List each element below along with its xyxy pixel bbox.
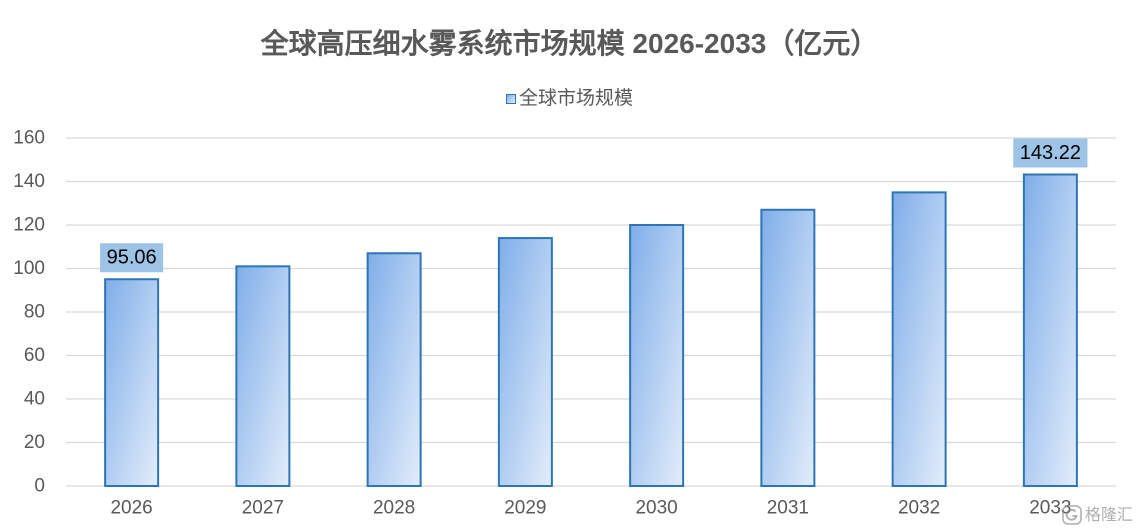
x-tick-label: 2030 — [635, 498, 677, 519]
x-tick-label: 2027 — [242, 498, 284, 519]
bar-2029 — [497, 237, 553, 487]
data-label: 95.06 — [100, 243, 164, 273]
gelonghui-logo-icon — [1062, 505, 1082, 525]
logo-mark — [1065, 508, 1078, 521]
x-tick-label: 2033 — [1029, 498, 1071, 519]
y-tick-label: 60 — [24, 345, 45, 366]
bar-2030 — [629, 224, 685, 487]
data-label-box — [1013, 138, 1088, 168]
watermark: 格隆汇 — [1062, 504, 1133, 526]
gridlines — [66, 137, 1116, 487]
y-tick-label: 80 — [24, 302, 45, 323]
data-label-box — [100, 243, 164, 273]
x-tick-label: 2032 — [898, 498, 940, 519]
bar-series — [104, 173, 1078, 488]
bar-2033 — [1022, 173, 1078, 488]
x-tick-label: 2031 — [767, 498, 809, 519]
data-labels: 95.06 143.22 — [100, 138, 1088, 273]
watermark-text: 格隆汇 — [1084, 505, 1133, 524]
data-label: 143.22 — [1013, 138, 1088, 168]
legend: 全球市场规模 — [0, 88, 1139, 110]
legend-label: 全球市场规模 — [518, 88, 633, 109]
logo-frame — [1062, 505, 1082, 525]
data-label-text: 95.06 — [107, 247, 157, 269]
y-tick-label: 160 — [13, 128, 45, 149]
y-tick-label: 100 — [13, 258, 45, 279]
bar-2027 — [235, 265, 291, 488]
bar-2028 — [366, 252, 422, 487]
x-tick-label: 2028 — [373, 498, 415, 519]
y-tick-label: 140 — [13, 171, 45, 192]
x-tick-label: 2029 — [504, 498, 546, 519]
y-axis: 0 20 40 60 80 100 120 140 160 — [13, 128, 45, 497]
bar-2032 — [891, 191, 947, 487]
x-tick-label: 2026 — [110, 498, 152, 519]
y-tick-label: 120 — [13, 215, 45, 236]
x-axis: 2026 2027 2028 2029 2030 2031 2032 2033 — [110, 498, 1071, 519]
legend-swatch — [505, 94, 516, 104]
y-tick-label: 0 — [34, 476, 45, 497]
bar-2031 — [760, 208, 816, 487]
y-tick-label: 40 — [24, 389, 45, 410]
y-tick-label: 20 — [24, 432, 45, 453]
data-label-text: 143.22 — [1020, 142, 1081, 164]
bar-2026 — [104, 278, 160, 487]
chart-title: 全球高压细水雾系统市场规模 2026-2033（亿元） — [260, 28, 879, 59]
